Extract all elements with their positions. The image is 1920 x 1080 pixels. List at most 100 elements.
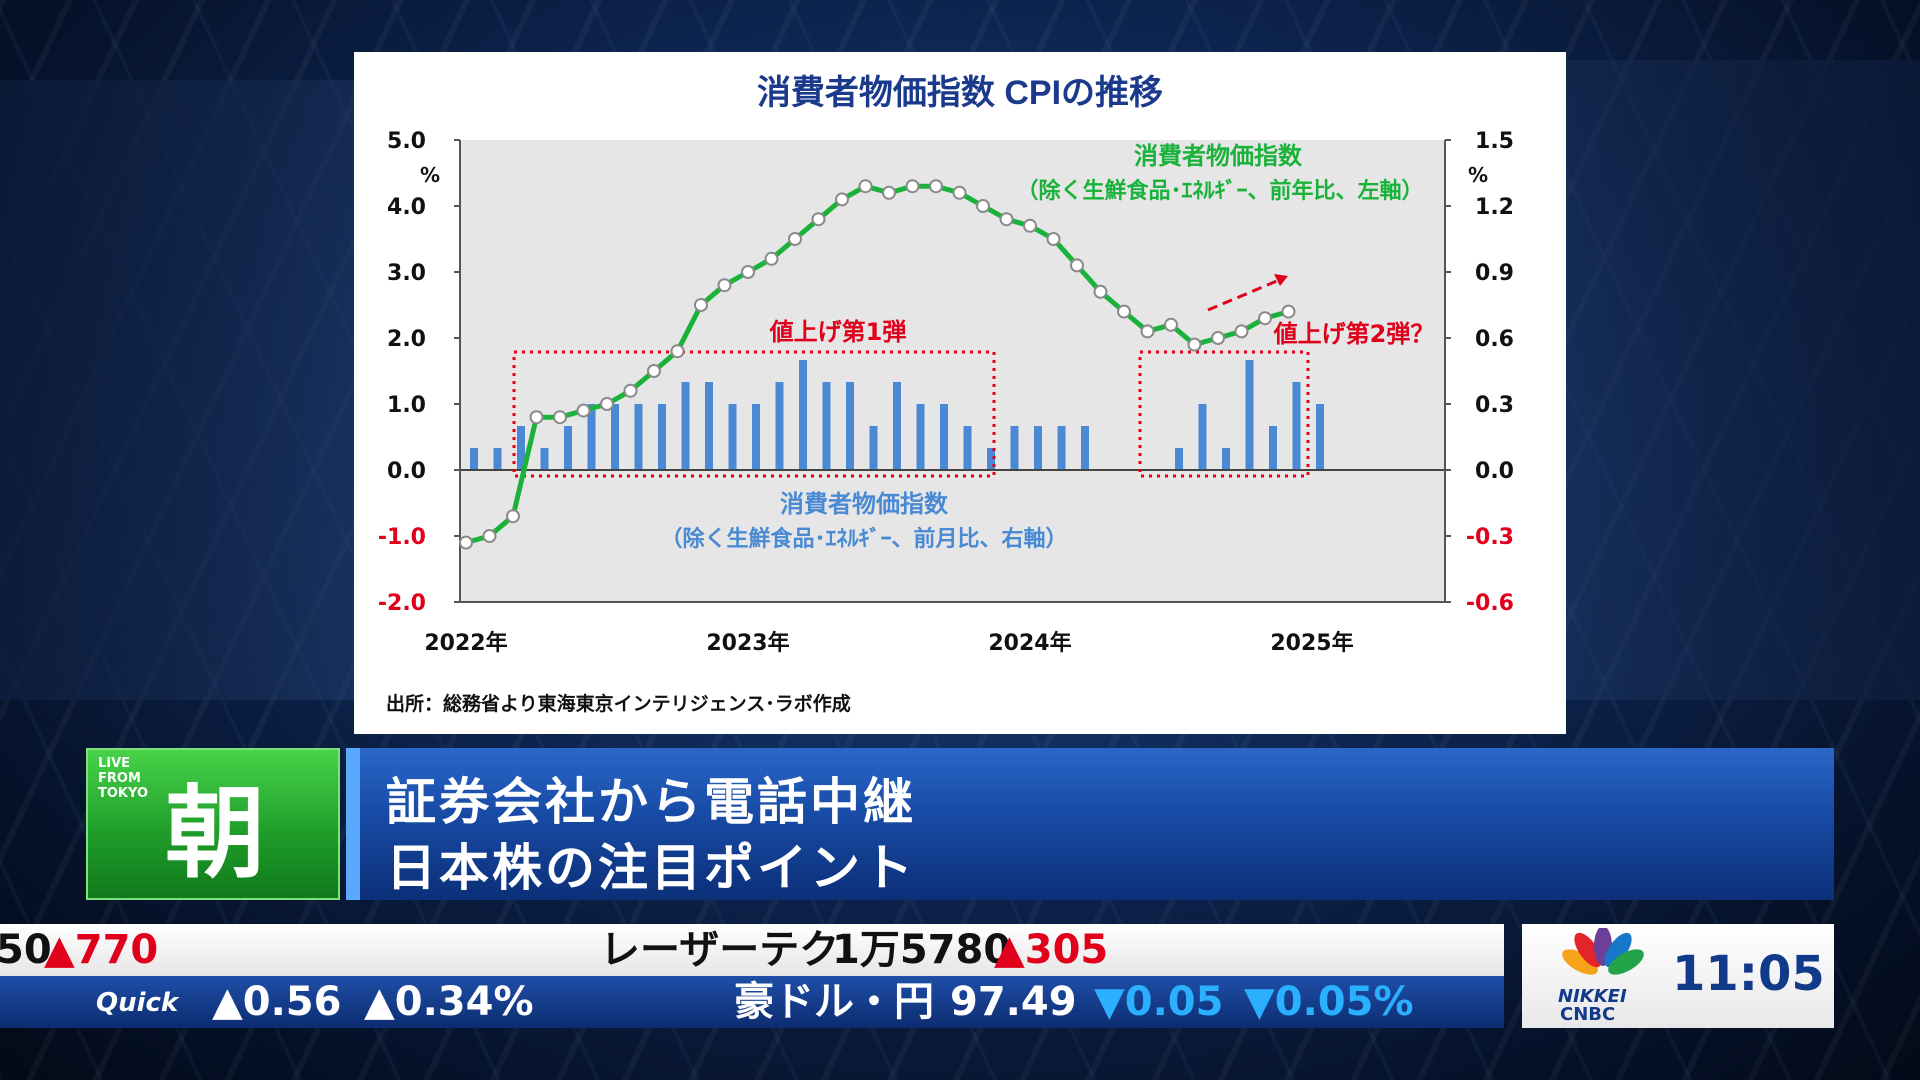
- line-point: [764, 251, 779, 266]
- bar: [1245, 360, 1254, 470]
- bar: [822, 382, 831, 470]
- nikkei-wordmark: NIKKEI: [1558, 986, 1627, 1007]
- line-point: [694, 298, 708, 312]
- bar: [564, 426, 572, 470]
- line-point: [717, 278, 732, 293]
- y-left-tick-label: 5.0: [387, 129, 426, 154]
- bar: [705, 382, 713, 470]
- line-point: [1281, 304, 1296, 319]
- y-right-tick-label: 0.0: [1475, 459, 1514, 484]
- bar: [1316, 404, 1324, 470]
- line-point: [623, 383, 638, 398]
- line-point: [976, 199, 990, 213]
- background-panel-right: [1540, 60, 1920, 700]
- line-point: [1234, 324, 1249, 339]
- line-point: [905, 179, 920, 194]
- bar: [634, 404, 643, 470]
- bar: [752, 404, 760, 470]
- line-point: [811, 212, 826, 227]
- bar: [540, 448, 549, 470]
- bar: [493, 448, 502, 470]
- line-point: [882, 185, 896, 200]
- line-point: [858, 179, 873, 194]
- y-left-tick-label: -2.0: [378, 591, 426, 616]
- y-right-tick-label: 1.5: [1475, 129, 1514, 154]
- annotation-price-hike-2: 値上げ第2弾？: [1273, 320, 1435, 348]
- fx-pct: ▼0.05%: [1244, 979, 1414, 1025]
- ticker-stock-price: 1万5780: [832, 927, 1012, 973]
- y-left-tick-label: 2.0: [387, 327, 426, 352]
- y-left-tick-label: 0.0: [387, 459, 426, 484]
- line-point: [1046, 232, 1061, 246]
- y-left-tick-label: 1.0: [387, 393, 426, 418]
- trend-arrow: [1207, 276, 1285, 312]
- bar: [799, 360, 807, 470]
- ticker-stock-change: ▲305: [994, 927, 1109, 973]
- bar: [517, 426, 525, 470]
- line-point: [553, 410, 567, 425]
- line-point: [1187, 337, 1202, 352]
- plot-area: [460, 140, 1445, 602]
- price-hike-1-box: [512, 350, 996, 478]
- bar: [1269, 426, 1277, 470]
- bar: [611, 404, 619, 470]
- line-point: [600, 397, 614, 411]
- fx-left-change: ▲0.56: [212, 979, 342, 1025]
- y-left-tick-label: 4.0: [387, 195, 426, 220]
- line-point: [929, 179, 943, 194]
- line-point: [835, 192, 849, 207]
- bar: [470, 448, 478, 470]
- trend-arrowhead: [1274, 274, 1288, 286]
- line-series-sublabel: （除く生鮮食品･ｴﾈﾙｷﾞｰ、前年比、左軸）: [1016, 178, 1423, 204]
- line-point: [1070, 258, 1084, 273]
- fx-price: 97.49: [950, 979, 1077, 1025]
- program-logo-char: 朝: [165, 775, 265, 892]
- headline-line-2: 日本株の注目ポイント: [386, 839, 916, 897]
- clock-time: 11:05: [1672, 946, 1825, 1002]
- line-point: [1258, 311, 1272, 326]
- y-left-tick-label: 3.0: [387, 261, 426, 286]
- ticker-stock-name: レーザーテク: [600, 927, 840, 973]
- bar: [963, 426, 972, 470]
- bar: [916, 404, 925, 470]
- live-word: LIVE: [98, 756, 131, 771]
- bar: [987, 448, 995, 470]
- bar: [728, 404, 737, 470]
- bar: [1081, 426, 1089, 470]
- bar: [1292, 382, 1301, 470]
- bar: [846, 382, 854, 470]
- fx-pair-name: 豪ドル・円: [734, 979, 934, 1025]
- background-panel-left: [0, 80, 355, 700]
- bar-series-sublabel: （除く生鮮食品･ｴﾈﾙｷﾞｰ、前月比、右軸）: [660, 526, 1067, 552]
- x-tick-label: 2022年: [424, 630, 507, 656]
- quick-logo: Quick: [96, 988, 179, 1018]
- x-tick-label: 2025年: [1270, 630, 1353, 656]
- bar: [681, 382, 690, 470]
- bar: [869, 426, 878, 470]
- bar: [1198, 404, 1207, 470]
- line-point: [1093, 284, 1108, 299]
- bar: [1175, 448, 1183, 470]
- peacock-icon: [1562, 928, 1644, 975]
- bar: [940, 404, 948, 470]
- bar: [893, 382, 901, 470]
- y-right-tick-label: 0.6: [1475, 327, 1514, 352]
- line-point: [576, 403, 591, 418]
- line-point: [1140, 324, 1155, 339]
- ticker-left-change: ▲770: [44, 927, 159, 973]
- annotation-price-hike-1: 値上げ第1弾: [769, 318, 907, 346]
- cpi-chart: 消費者物価指数 CPIの推移 5.0 4.0 3.0 2.0 1.0 0.0 -1.0 -2.…: [378, 74, 1514, 715]
- bar: [1034, 426, 1042, 470]
- headline-banner: 証券会社から電話中継 日本株の注目ポイント: [346, 748, 1834, 900]
- cnbc-wordmark: CNBC: [1560, 1004, 1616, 1025]
- line-point: [529, 410, 544, 425]
- bar: [775, 382, 784, 470]
- ticker-left-fragment: 50: [0, 927, 52, 973]
- y-right-tick-label: -0.3: [1466, 525, 1514, 550]
- source-note: 出所：総務省より東海東京インテリジェンス･ラボ作成: [386, 692, 851, 715]
- headline-line-1: 証券会社から電話中継: [386, 773, 916, 831]
- line-point: [952, 185, 967, 200]
- line-point: [788, 232, 802, 246]
- line-point: [670, 344, 685, 359]
- bar: [1010, 426, 1019, 470]
